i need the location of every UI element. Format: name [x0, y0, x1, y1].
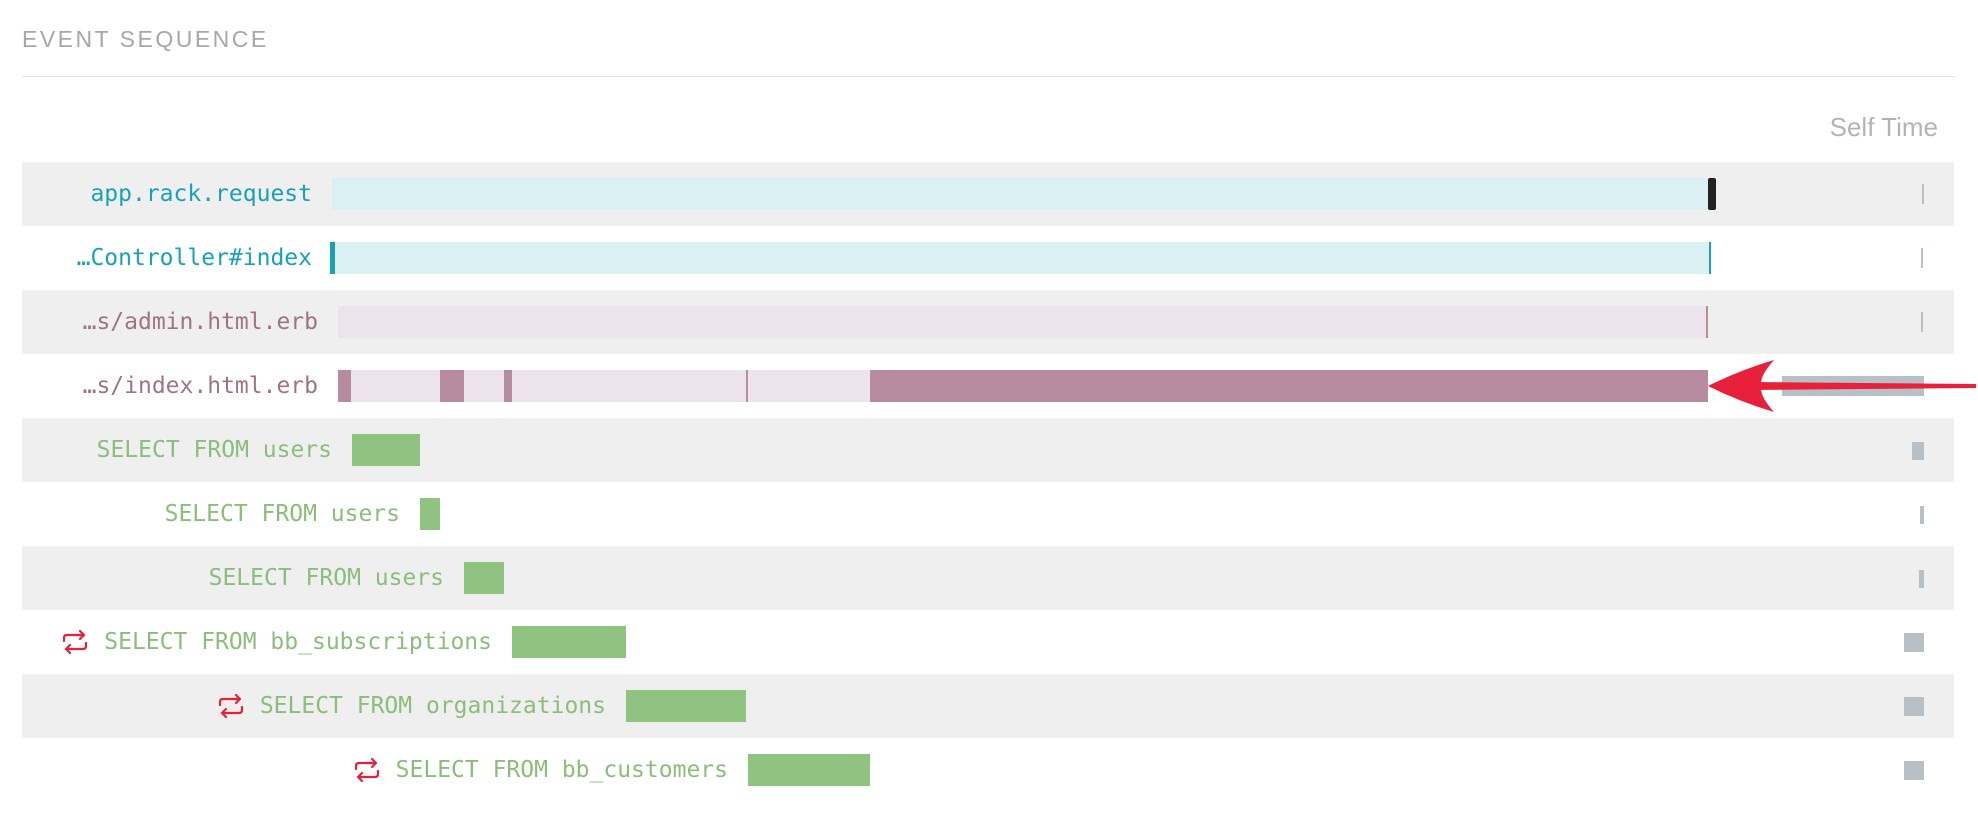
self-time-bar [1921, 248, 1923, 268]
event-self-marker [330, 242, 335, 274]
event-bar [352, 434, 420, 466]
annotation-arrow-icon [1708, 360, 1976, 412]
self-time-bar [1919, 570, 1924, 588]
event-self-marker [1706, 306, 1708, 338]
event-row[interactable]: …s/admin.html.erb [22, 290, 1954, 354]
event-bar [330, 242, 1710, 274]
self-time-bar [1922, 184, 1924, 204]
event-bar [512, 626, 626, 658]
event-row[interactable]: SELECT FROM users [22, 482, 1954, 546]
event-label: SELECT FROM users [208, 565, 444, 591]
self-time-bar [1904, 633, 1924, 652]
event-row[interactable]: SELECT FROM users [22, 546, 1954, 610]
section-title: EVENT SEQUENCE [22, 26, 269, 52]
event-self-segment [870, 370, 1708, 402]
event-label: SELECT FROM bb_subscriptions [104, 629, 492, 655]
event-self-marker [1708, 178, 1716, 210]
event-bar [338, 306, 1708, 338]
self-time-header: Self Time [1829, 112, 1938, 142]
event-label: SELECT FROM bb_customers [395, 757, 728, 783]
event-row[interactable]: …s/index.html.erb [22, 354, 1954, 418]
event-self-marker [1709, 242, 1711, 274]
event-row[interactable]: SELECT FROM bb_subscriptions [22, 610, 1954, 674]
self-time-bar [1904, 697, 1924, 716]
event-bar [464, 562, 504, 594]
event-row[interactable]: SELECT FROM users [22, 418, 1954, 482]
loop-icon [354, 758, 379, 782]
event-self-marker [338, 370, 351, 402]
self-time-bar [1921, 312, 1923, 332]
event-bar [332, 178, 1710, 210]
event-label: SELECT FROM organizations [259, 693, 606, 719]
event-sequence-list: app.rack.request …Controller#index …s/ad… [22, 162, 1954, 802]
event-row[interactable]: …Controller#index [22, 226, 1954, 290]
self-time-bar [1912, 442, 1924, 460]
event-label: SELECT FROM users [96, 437, 332, 463]
section-divider [22, 76, 1955, 77]
event-row[interactable]: app.rack.request [22, 162, 1954, 226]
event-row[interactable]: SELECT FROM bb_customers [22, 738, 1954, 802]
event-bar [748, 754, 870, 786]
event-self-marker [504, 370, 512, 402]
event-label: …Controller#index [76, 245, 312, 271]
event-bar [626, 690, 746, 722]
event-self-marker [440, 370, 464, 402]
event-label: SELECT FROM users [164, 501, 400, 527]
event-bar [420, 498, 440, 530]
self-time-bar [1904, 761, 1924, 780]
event-label: …s/index.html.erb [82, 373, 318, 399]
loop-icon [63, 630, 88, 654]
event-row[interactable]: SELECT FROM organizations [22, 674, 1954, 738]
loop-icon [218, 694, 243, 718]
self-time-bar [1920, 506, 1924, 524]
event-label: app.rack.request [90, 181, 312, 207]
event-self-marker [746, 370, 748, 402]
event-label: …s/admin.html.erb [82, 309, 318, 335]
